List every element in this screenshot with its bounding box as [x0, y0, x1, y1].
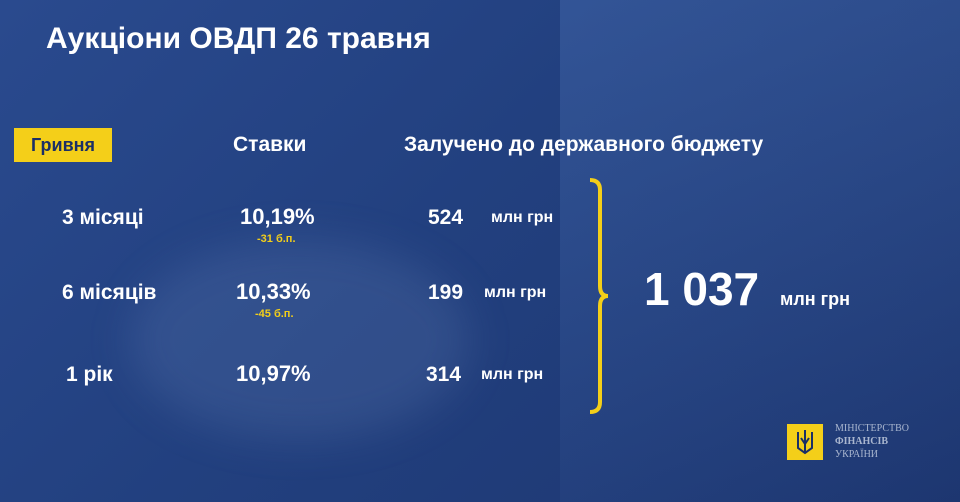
amount-unit: млн грн	[484, 284, 547, 301]
background-hands	[130, 240, 470, 440]
term-label: 1 рік	[66, 363, 113, 386]
amount-unit: млн грн	[481, 366, 544, 383]
trident-logo-icon	[787, 424, 823, 460]
total-unit: млн грн	[780, 289, 850, 309]
currency-badge: Гривня	[14, 128, 112, 162]
amount-unit: млн грн	[491, 209, 554, 226]
ministry-logo-text: МІНІСТЕРСТВО ФІНАНСІВ УКРАЇНИ	[835, 422, 909, 461]
rates-header: Ставки	[233, 133, 307, 156]
raised-header: Залучено до державного бюджету	[404, 133, 764, 156]
background-laptop	[560, 0, 960, 502]
rate-change: -45 б.п.	[255, 308, 294, 320]
logo-line: МІНІСТЕРСТВО	[835, 423, 910, 434]
term-label: 6 місяців	[62, 281, 157, 304]
amount-value: 524	[428, 206, 464, 229]
logo-line: УКРАЇНИ	[835, 449, 879, 460]
amount-value: 314	[426, 363, 462, 386]
rate-change: -31 б.п.	[257, 233, 296, 245]
brace-icon	[589, 178, 608, 414]
amount-value: 199	[428, 281, 464, 304]
page-title: Аукціони ОВДП 26 травня	[46, 22, 431, 55]
rate-value: 10,19%	[240, 204, 315, 229]
rate-value: 10,97%	[236, 361, 311, 386]
total-amount: 1 037	[644, 263, 760, 315]
rate-value: 10,33%	[236, 279, 311, 304]
logo-line: ФІНАНСІВ	[835, 436, 889, 447]
term-label: 3 місяці	[62, 206, 144, 229]
